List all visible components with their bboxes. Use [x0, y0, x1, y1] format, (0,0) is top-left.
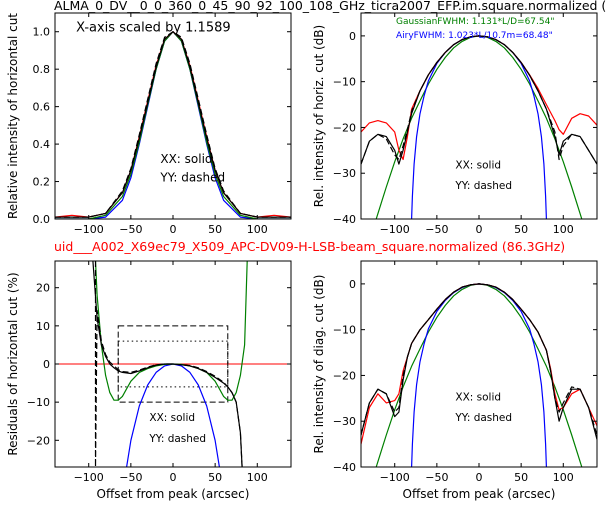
y-tick-label: −20 — [333, 121, 356, 134]
plot-top-left: −100 −50 0 50 100 0.0 0.2 0.4 0.6 0.8 1.0 Relative … — [6, 12, 292, 236]
x-axis-label: Offset from peak (arcsec) — [403, 487, 556, 501]
y-tick-label: −30 — [333, 167, 356, 180]
y-tick-label: −30 — [333, 415, 356, 428]
fwhm-annotation: AiryFWHM: 1.023*L/10.7m=68.48" — [396, 31, 553, 41]
x-tick-label: 100 — [553, 471, 574, 484]
x-tick-label: 100 — [247, 223, 268, 236]
y-tick-label: 0.6 — [33, 101, 51, 114]
x-tick-label: 100 — [553, 223, 574, 236]
legend-text: YY: dashed — [454, 412, 512, 424]
y-axis-label: Rel. intensity of horiz. cut (dB) — [312, 25, 326, 207]
plot-data-area — [55, 261, 291, 467]
scale-annotation: X-axis scaled by 1.1589 — [76, 21, 231, 36]
y-tick-label: 0 — [43, 358, 50, 371]
x-tick-label: 50 — [514, 223, 528, 236]
plots-group: −100 −50 0 50 1000.00.20.40.60.81.0Relative … — [6, 12, 598, 501]
y-axis-label: Rel. intensity of diag. cut (dB) — [312, 275, 326, 454]
series-line-4 — [361, 283, 597, 436]
series-line-3 — [55, 31, 291, 218]
y-axis-label: Residuals of horizontal cut (%) — [6, 272, 20, 455]
legend-text: XX: solid — [149, 412, 195, 424]
y-tick-label: −10 — [333, 324, 356, 337]
y-tick-label: 0.2 — [33, 176, 51, 189]
y-axis-label: Relative intensity of horizontal cut — [6, 13, 20, 219]
y-tick-label: 0.0 — [33, 213, 51, 226]
series-line-4 — [361, 35, 597, 165]
x-tick-label: 0 — [476, 471, 483, 484]
series-line-1 — [411, 283, 547, 467]
x-tick-label: 50 — [208, 223, 222, 236]
series-line-3 — [361, 35, 597, 165]
x-tick-label: 0 — [170, 471, 177, 484]
x-tick-label: −50 — [425, 471, 448, 484]
series-line-2 — [55, 31, 291, 218]
x-tick-label: −100 — [74, 223, 104, 236]
legend-text: YY: dashed — [454, 180, 512, 192]
y-tick-label: 0.4 — [33, 138, 51, 151]
x-tick-label: 0 — [170, 223, 177, 236]
threshold-box-dashed — [117, 325, 229, 403]
x-tick-label: −100 — [380, 471, 410, 484]
x-tick-label: −100 — [380, 223, 410, 236]
y-tick-label: 0.8 — [33, 63, 51, 76]
x-tick-label: −50 — [119, 223, 142, 236]
legend-text: XX: solid — [455, 392, 501, 404]
mid-title: uid___A002_X69ec79_X509_APC-DV09-H-LSB-b… — [54, 239, 565, 254]
y-tick-label: 1.0 — [33, 26, 51, 39]
series-line-4 — [55, 31, 291, 218]
x-tick-label: 100 — [247, 471, 268, 484]
top-title: ALMA_0_DV__0_0_360_0_45_90_92_100_108_GH… — [54, 0, 606, 13]
x-tick-label: 0 — [476, 223, 483, 236]
legend-text: XX: solid — [160, 152, 212, 166]
legend-text: YY: dashed — [159, 171, 225, 185]
plot-data-area — [361, 35, 597, 219]
y-tick-label: −40 — [333, 213, 356, 226]
y-tick-label: 0 — [349, 278, 356, 291]
x-tick-label: −100 — [74, 471, 104, 484]
plot-frame — [54, 12, 292, 220]
series-line-3 — [94, 261, 243, 467]
x-tick-label: −50 — [425, 223, 448, 236]
fwhm-annotation: GaussianFWHM: 1.131*L/D=67.54" — [396, 17, 554, 27]
legend-text: YY: dashed — [148, 433, 206, 445]
threshold-box-dotted — [117, 340, 229, 388]
x-tick-label: 50 — [514, 471, 528, 484]
series-line-1 — [55, 31, 291, 219]
y-tick-label: −40 — [333, 461, 356, 474]
y-tick-label: −10 — [333, 76, 356, 89]
y-tick-label: 20 — [36, 282, 50, 295]
plot-frame — [360, 260, 598, 468]
y-tick-label: −20 — [333, 369, 356, 382]
x-axis-label: Offset from peak (arcsec) — [97, 487, 250, 501]
plot-data-area — [55, 31, 291, 219]
y-tick-label: 10 — [36, 320, 50, 333]
x-tick-label: −50 — [119, 471, 142, 484]
y-tick-label: −20 — [27, 434, 50, 447]
x-tick-label: 50 — [208, 471, 222, 484]
legend-text: XX: solid — [455, 160, 501, 172]
plot-data-area — [361, 283, 597, 467]
series-line-2 — [361, 35, 597, 161]
series-line-0 — [55, 31, 291, 219]
y-tick-label: −10 — [27, 396, 50, 409]
y-tick-label: 0 — [349, 30, 356, 43]
